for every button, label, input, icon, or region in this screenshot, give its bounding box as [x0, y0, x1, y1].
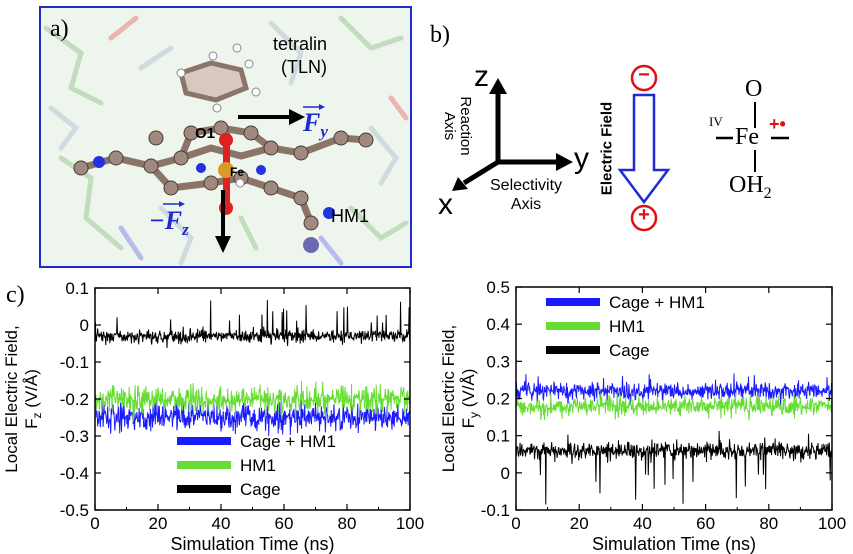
x-tick-label: 60: [696, 514, 715, 533]
series-line-cage: [95, 299, 410, 349]
series-line-hm1: [95, 381, 410, 422]
y-tick-label: 0.3: [486, 352, 510, 371]
legend-label: Cage + HM1: [609, 293, 705, 312]
tetralin-abbr-label: (TLN): [281, 57, 327, 77]
selectivity-axis-line2: Axis: [510, 196, 542, 213]
y-tick-label: -0.1: [481, 501, 510, 520]
legend-label: Cage + HM1: [240, 432, 336, 451]
x-tick-label: 0: [511, 514, 520, 533]
force-z-sign: −: [149, 206, 165, 235]
legend: Cage + HM1 HM1 Cage: [177, 432, 336, 499]
legend-label: HM1: [240, 456, 276, 475]
panel-b-label: b): [430, 22, 450, 48]
y-axis-label-line2: Fz (V/Å): [22, 369, 44, 429]
reaction-axis-label: Reaction Axis: [441, 81, 474, 171]
force-z-symbol: F: [164, 206, 183, 235]
reaction-axis-line2: Axis: [441, 111, 458, 141]
y-tick-label: -0.4: [60, 464, 89, 483]
electric-field-charts: 0 20 40 60 80 1000.10-0.1-0.2-0.3-0.4-0.5Simu…: [2, 278, 846, 554]
force-y-symbol: F: [303, 108, 321, 137]
electric-field-label: Electric Field: [598, 101, 616, 196]
selectivity-axis-label: Selectivity Axis: [490, 176, 562, 214]
tetralin-molecule: [176, 43, 261, 113]
oxidation-state-label: IV: [709, 114, 723, 129]
field-direction-arrow: [617, 93, 671, 205]
negative-charge-circle: [630, 64, 658, 92]
radical-cation-label: +•: [769, 114, 786, 134]
force-y-subscript: y: [320, 122, 328, 142]
y-tick-label: 0.1: [65, 279, 89, 298]
chart-fy: 0 20 40 60 80 1000.50.40.30.20.10-0.1Simulati…: [439, 278, 846, 554]
x-axis-label: Simulation Time (ns): [170, 534, 334, 554]
hm1-protein-label: HM1: [331, 206, 370, 226]
panel-b-schematic: b) z y x Reaction Axis Selectivity Axis …: [418, 0, 853, 270]
axis-y-label: y: [574, 142, 589, 175]
y-axis-label-line1: Local Electric Field,: [2, 325, 21, 472]
series-line-cage-hm1: [95, 396, 410, 437]
x-tick-label: 20: [149, 514, 168, 533]
water-label: OH2: [729, 172, 772, 203]
panel-a-label: a): [50, 16, 69, 42]
x-tick-label: 60: [275, 514, 294, 533]
legend: Cage + HM1 HM1 Cage: [546, 293, 705, 360]
x-tick-label: 80: [759, 514, 778, 533]
reaction-axis-line1: Reaction: [457, 96, 474, 156]
x-tick-label: 40: [212, 514, 231, 533]
heme-porphyrin: [73, 120, 374, 253]
force-arrows: [163, 104, 325, 253]
oxo-label: O: [745, 76, 763, 102]
iron-label: Fe: [735, 124, 759, 150]
axis-z-label: z: [474, 60, 489, 93]
axis-schematic: [452, 64, 789, 232]
series-line-cage-hm1: [516, 373, 832, 406]
y-tick-label: 0: [501, 464, 510, 483]
x-tick-label: 80: [338, 514, 357, 533]
panel-c-label: c): [6, 282, 25, 308]
x-tick-label: 20: [570, 514, 589, 533]
panel-a-structure: a) tetralin (TLN) O1 Fe HM1 Fy −Fz: [39, 6, 412, 268]
force-z-label: −Fz: [149, 206, 189, 240]
water-formula: OH: [729, 172, 764, 198]
x-tick-label: 100: [396, 514, 424, 533]
x-tick-label: 40: [633, 514, 652, 533]
selectivity-axis-line1: Selectivity: [490, 177, 563, 194]
protein-structure-render: [43, 15, 409, 266]
legend-label: Cage: [609, 341, 650, 360]
plus-sign: +: [638, 204, 650, 226]
legend-label: HM1: [609, 317, 645, 336]
y-tick-label: 0.5: [486, 278, 510, 297]
y-tick-label: -0.2: [60, 390, 89, 409]
force-y-label: Fy: [303, 108, 328, 142]
y-axis-label-line2: Fy (V/Å): [459, 369, 481, 429]
y-tick-label: 0.4: [486, 315, 510, 334]
minus-sign: −: [638, 64, 650, 86]
atom-o1-label: O1: [195, 125, 216, 142]
force-z-subscript: z: [182, 220, 189, 240]
chart-fz: 0 20 40 60 80 100 0.1 0 -0.1 -0.2 -0.3 -0.4 -0.5 Simu…: [2, 279, 424, 554]
water-subscript: 2: [763, 184, 772, 202]
series-line-hm1: [516, 391, 832, 421]
y-axis-label-line1: Local Electric Field,: [439, 325, 458, 472]
atom-fe-label: Fe: [230, 165, 245, 179]
y-tick-label: 0.1: [486, 427, 510, 446]
legend-label: Cage: [240, 480, 281, 499]
tetralin-label: tetralin: [273, 34, 328, 54]
y-tick-label: -0.3: [60, 427, 89, 446]
axis-x-label: x: [438, 188, 453, 221]
x-tick-label: 100: [818, 514, 846, 533]
y-tick-label: -0.5: [60, 501, 89, 520]
y-tick-label: 0.2: [486, 390, 510, 409]
x-tick-label: 0: [90, 514, 99, 533]
series-line-cage: [516, 430, 832, 505]
x-axis-label: Simulation Time (ns): [592, 534, 756, 554]
y-tick-label: 0: [80, 316, 89, 335]
axis-x-arrow: [462, 159, 500, 186]
y-tick-label: -0.1: [60, 353, 89, 372]
positive-charge-circle: [630, 204, 658, 232]
